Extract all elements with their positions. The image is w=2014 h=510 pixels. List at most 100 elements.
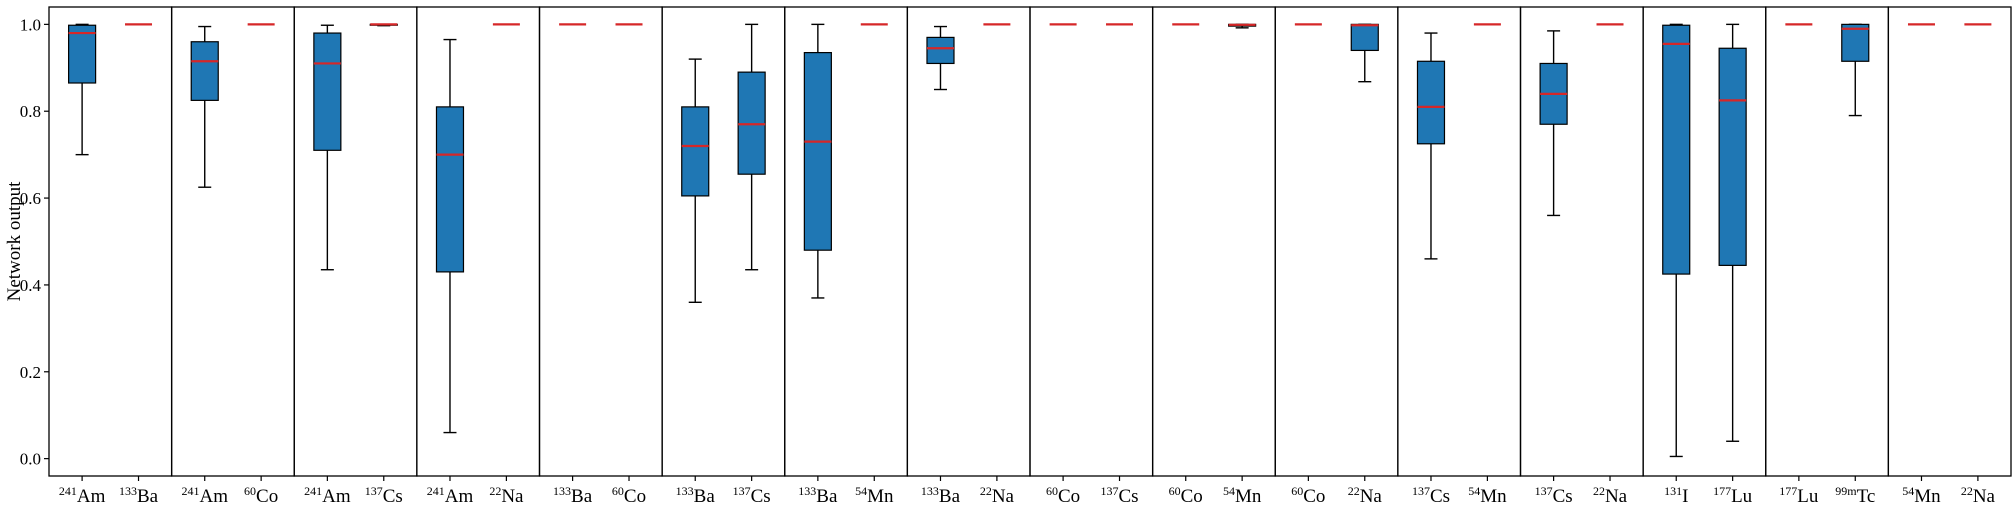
box-na: 22Na [1348, 23, 1383, 507]
box-ba: 133Ba [553, 23, 593, 507]
box-iqr [1350, 23, 1379, 52]
element-symbol: Ba [137, 486, 159, 507]
category-label: 137Cs [733, 484, 771, 507]
element-symbol: Na [1360, 486, 1383, 507]
panel-frame [1151, 6, 1276, 477]
y-tick-label: 0.0 [20, 450, 41, 469]
box-am: 241Am [427, 38, 474, 507]
box-mn: 54Mn [1902, 23, 1941, 507]
box-ba: 133Ba [798, 23, 838, 507]
box-iqr [926, 36, 955, 65]
category-label: 241Am [59, 484, 106, 507]
category-label: 177Lu [1779, 484, 1819, 507]
box-co: 60Co [612, 23, 646, 507]
element-symbol: Ba [939, 486, 961, 507]
box-cs: 137Cs [365, 23, 403, 507]
box-ba: 133Ba [676, 58, 716, 507]
element-symbol: Ba [816, 486, 838, 507]
panel-frame [1397, 6, 1522, 477]
category-label: 22Na [489, 484, 524, 507]
box-co: 60Co [1169, 23, 1203, 507]
category-label: 137Cs [365, 484, 403, 507]
category-label: 177Lu [1713, 484, 1753, 507]
category-label: 137Cs [1100, 484, 1138, 507]
panel-frame [906, 6, 1031, 477]
box-ba: 133Ba [921, 25, 961, 507]
box-iqr [1416, 60, 1446, 145]
box-mn: 54Mn [855, 23, 894, 507]
mass-number: 177 [1713, 484, 1731, 498]
mass-number: 137 [733, 484, 751, 498]
y-tick-label: 0.6 [20, 189, 41, 208]
panel-7: 133Ba 54Mn [784, 6, 909, 507]
panel-frame [1519, 6, 1644, 477]
panel-frame [784, 6, 909, 477]
panel-frame [170, 6, 295, 477]
mass-number: 60 [612, 484, 624, 498]
element-symbol: Co [1181, 486, 1203, 507]
panel-10: 60Co 54Mn [1151, 6, 1276, 507]
mass-number: 133 [676, 484, 694, 498]
mass-number: 54 [1468, 484, 1480, 498]
box-iqr [1718, 47, 1747, 266]
category-label: 60Co [1291, 484, 1325, 507]
element-symbol: Am [445, 486, 474, 507]
mass-number: 22 [1348, 484, 1360, 498]
panel-4: 241Am 22Na [416, 6, 541, 507]
mass-number: 99m [1835, 484, 1857, 498]
category-label: 241Am [427, 484, 474, 507]
panel-frame [661, 6, 786, 477]
category-label: 241Am [304, 484, 351, 507]
element-symbol: Na [1973, 486, 1996, 507]
category-label: 241Am [181, 484, 228, 507]
element-symbol: Co [1058, 486, 1080, 507]
element-symbol: Cs [1553, 486, 1573, 507]
panel-9: 60Co 137Cs [1029, 6, 1154, 507]
y-tick-label: 0.4 [20, 276, 42, 295]
mass-number: 133 [553, 484, 571, 498]
panel-frame [1029, 6, 1154, 477]
box-iqr [1662, 24, 1691, 275]
box-iqr [190, 41, 219, 101]
box-cs: 137Cs [733, 23, 771, 507]
element-symbol: Ba [571, 486, 593, 507]
element-symbol: Cs [1430, 486, 1450, 507]
category-label: 22Na [1593, 484, 1628, 507]
box-na: 22Na [980, 23, 1015, 507]
element-symbol: Mn [1914, 486, 1941, 507]
box-na: 22Na [1961, 23, 1996, 507]
box-i: 131I [1662, 23, 1691, 507]
box-iqr [68, 24, 97, 84]
mass-number: 54 [1902, 484, 1914, 498]
box-iqr [313, 32, 342, 151]
y-tick-label: 1.0 [20, 15, 41, 34]
panel-frame [1642, 6, 1767, 477]
mass-number: 131 [1664, 484, 1682, 498]
mass-number: 22 [489, 484, 501, 498]
category-label: 54Mn [1223, 484, 1262, 507]
panels: 241Am 133Ba 241Am 60Co 241Am 137Cs 241Am 22Na 13… [48, 6, 2012, 507]
panel-3: 241Am 137Cs [293, 6, 418, 507]
panel-frame [538, 6, 663, 477]
box-cs: 137Cs [1412, 32, 1450, 507]
mass-number: 60 [1291, 484, 1303, 498]
element-symbol: Cs [751, 486, 771, 507]
box-iqr [1841, 23, 1870, 62]
mass-number: 54 [855, 484, 867, 498]
category-label: 22Na [1961, 484, 1996, 507]
mass-number: 241 [59, 484, 77, 498]
panel-15: 177Lu 99mTc [1765, 6, 1890, 507]
element-symbol: Cs [383, 486, 403, 507]
mass-number: 137 [1100, 484, 1118, 498]
element-symbol: I [1682, 486, 1688, 507]
category-label: 133Ba [676, 484, 716, 507]
y-tick-label: 0.2 [20, 363, 41, 382]
y-axis-title: Network output [4, 181, 25, 302]
mass-number: 60 [244, 484, 256, 498]
panel-12: 137Cs 54Mn [1397, 6, 1522, 507]
panel-11: 60Co 22Na [1274, 6, 1399, 507]
mass-number: 241 [427, 484, 445, 498]
element-symbol: Am [322, 486, 351, 507]
box-tc: 99mTc [1835, 23, 1875, 507]
